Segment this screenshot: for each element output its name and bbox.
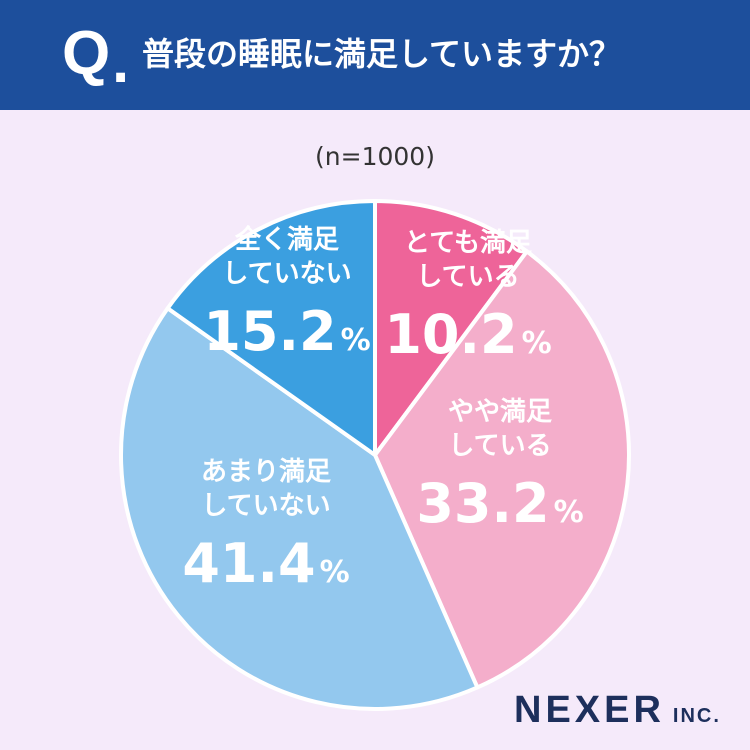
pie-slice-not-very-satisfied [119,306,480,711]
slice-category-line1: やや満足 [448,397,552,427]
slice-category-line2: している [448,431,551,461]
logo-name: NEXER [514,689,665,731]
sample-size: (n=1000) [315,142,435,171]
q-dot: . [112,27,130,96]
question-header: Q . 普段の睡眠に満足していますか？ [0,0,750,110]
q-mark: Q [62,19,111,88]
slice-percentage: 33.2% [416,472,583,535]
pie-slice-very-satisfied [373,199,529,457]
question-text: 普段の睡眠に満足していますか？ [142,35,622,73]
logo-suffix: INC. [672,705,721,727]
slice-category-line2: していない [222,259,351,289]
slice-category-line1: とても満足 [404,228,532,258]
pie-slice-not-satisfied [165,199,377,457]
slice-percentage: 15.2% [203,300,370,363]
slice-percentage: 41.4% [182,532,349,595]
nexer-logo: NEXER INC. [514,686,721,742]
pie-slice-somewhat-satisfied [373,249,631,690]
slice-percentage: 10.2% [384,303,551,366]
slice-category-line2: していない [201,491,330,521]
slice-category-line2: している [416,262,519,292]
slice-category-line1: あまり満足 [201,457,331,487]
slice-category-line1: 全く満足 [234,224,339,255]
